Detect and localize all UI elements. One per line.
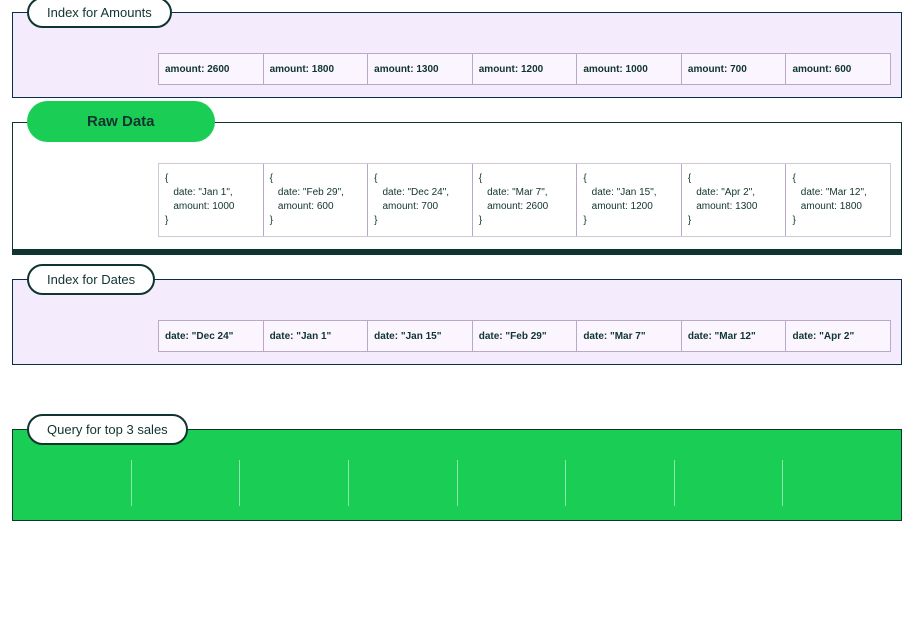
cell-amount: amount: 700 (682, 54, 787, 84)
row-dates: date: "Dec 24" date: "Jan 1" date: "Jan … (158, 320, 891, 352)
cell-query-empty (349, 460, 458, 506)
row-amounts: amount: 2600 amount: 1800 amount: 1300 a… (158, 53, 891, 85)
cell-date: date: "Apr 2" (786, 321, 890, 351)
cell-date: date: "Feb 29" (473, 321, 578, 351)
cell-query-empty (458, 460, 567, 506)
cell-amount: amount: 1800 (264, 54, 369, 84)
panel-query: Query for top 3 sales (12, 429, 902, 521)
cell-amount: amount: 600 (786, 54, 890, 84)
cell-amount: amount: 1000 (577, 54, 682, 84)
cell-date: date: "Mar 7" (577, 321, 682, 351)
cell-raw: { date: "Jan 15", amount: 1200 } (577, 164, 682, 236)
cell-amount: amount: 1200 (473, 54, 578, 84)
cell-amount: amount: 2600 (159, 54, 264, 84)
cell-date: date: "Dec 24" (159, 321, 264, 351)
label-raw-data: Raw Data (27, 101, 215, 142)
cell-raw: { date: "Feb 29", amount: 600 } (264, 164, 369, 236)
cell-raw: { date: "Dec 24", amount: 700 } (368, 164, 473, 236)
cell-raw: { date: "Mar 7", amount: 2600 } (473, 164, 578, 236)
label-index-dates: Index for Dates (27, 264, 155, 295)
label-index-amounts: Index for Amounts (27, 0, 172, 28)
row-query (23, 460, 891, 506)
cell-raw: { date: "Jan 1", amount: 1000 } (159, 164, 264, 236)
label-query: Query for top 3 sales (27, 414, 188, 445)
cell-date: date: "Jan 15" (368, 321, 473, 351)
cell-query-empty (23, 460, 132, 506)
cell-amount: amount: 1300 (368, 54, 473, 84)
panel-index-amounts: Index for Amounts amount: 2600 amount: 1… (12, 12, 902, 98)
cell-query-empty (240, 460, 349, 506)
cell-query-empty (566, 460, 675, 506)
cell-query-empty (675, 460, 784, 506)
panel-index-dates: Index for Dates date: "Dec 24" date: "Ja… (12, 279, 902, 365)
cell-date: date: "Mar 12" (682, 321, 787, 351)
cell-raw: { date: "Apr 2", amount: 1300 } (682, 164, 787, 236)
panel-raw-data: Raw Data { date: "Jan 1", amount: 1000 }… (12, 122, 902, 255)
cell-date: date: "Jan 1" (264, 321, 369, 351)
cell-query-empty (132, 460, 241, 506)
cell-raw: { date: "Mar 12", amount: 1800 } (786, 164, 890, 236)
row-raw: { date: "Jan 1", amount: 1000 } { date: … (158, 163, 891, 237)
cell-query-empty (783, 460, 891, 506)
